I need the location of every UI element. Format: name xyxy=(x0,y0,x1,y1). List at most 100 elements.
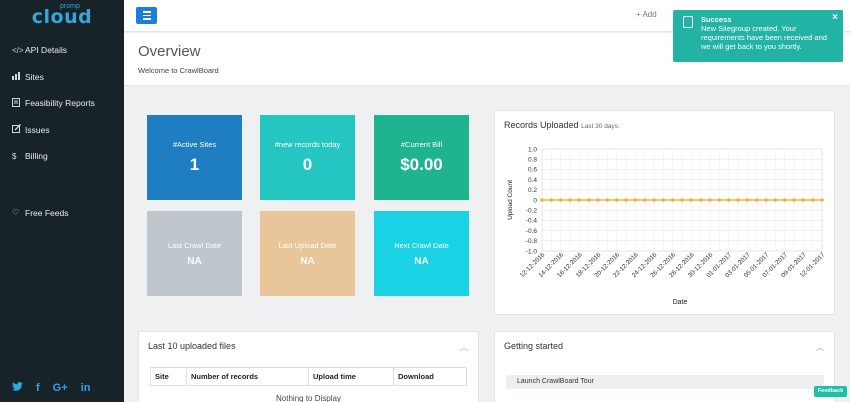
sidebar-item-free-feeds[interactable]: ♡ Free Feeds xyxy=(0,200,124,227)
card-value: NA xyxy=(300,255,315,267)
column-header: Site xyxy=(150,367,187,386)
launch-tour-link[interactable]: Launch CrawlBoard Tour xyxy=(506,375,824,389)
sidebar-item-label: API Details xyxy=(25,45,68,56)
panel-title: Records Uploaded Last 30 days. xyxy=(504,120,620,130)
clipboard-icon xyxy=(683,16,693,28)
data-point xyxy=(549,198,554,202)
page-title: Overview xyxy=(138,43,201,60)
toast-message: New Sitegroup created. Your requirements… xyxy=(701,24,827,51)
card-current-bill: #Current Bill $0.00 xyxy=(374,115,469,200)
records-chart: 1.00.80.60.40.20-0.2-0.4-0.6-0.8-1.012-1… xyxy=(507,146,827,306)
data-point xyxy=(540,198,544,202)
getting-started-title: Getting started xyxy=(504,341,564,351)
data-point xyxy=(614,198,619,202)
sidebar-item-billing[interactable]: $ Billing xyxy=(0,143,124,170)
success-toast: Success New Sitegroup created. Your requ… xyxy=(673,10,843,62)
card-last-crawl-date: Last Crawl Date NA xyxy=(147,211,242,296)
card-new-records: #new records today 0 xyxy=(260,115,355,200)
feedback-button[interactable]: Feedback xyxy=(814,386,847,397)
card-label: #Current Bill xyxy=(400,140,443,149)
sidebar-item-label: Feasibility Reports xyxy=(25,98,95,109)
files-panel: Last 10 uploaded files ︿ Site Number of … xyxy=(138,331,479,402)
logo[interactable]: promp cloud xyxy=(0,0,124,32)
records-subtitle: Last 30 days. xyxy=(581,123,620,130)
hamburger-icon-line xyxy=(142,14,151,17)
chevron-up-icon[interactable]: ︿ xyxy=(460,343,468,352)
menu-toggle-button[interactable] xyxy=(136,7,157,24)
data-point xyxy=(717,198,722,202)
data-point xyxy=(558,198,563,202)
toast-title: Success xyxy=(701,15,732,24)
sidebar-item-issues[interactable]: Issues xyxy=(0,117,124,144)
card-active-sites: #Active Sites 1 xyxy=(147,115,242,200)
data-point xyxy=(764,198,768,202)
data-point xyxy=(801,198,806,202)
card-value: NA xyxy=(187,255,202,267)
records-uploaded-panel: Records Uploaded Last 30 days. 1.0 0.8 0.6… xyxy=(494,110,835,315)
y-tick-label: 0.2 xyxy=(528,187,537,194)
data-point xyxy=(820,198,824,202)
data-point xyxy=(624,198,628,202)
y-axis-label: Upload Count xyxy=(507,180,514,220)
y-tick-label: -0.8 xyxy=(526,238,538,245)
dollar-icon: $ xyxy=(12,151,17,161)
chevron-up-icon[interactable]: ︿ xyxy=(816,343,824,352)
card-value: NA xyxy=(414,255,429,267)
logo-text: cloud xyxy=(31,6,93,28)
card-value: 1 xyxy=(189,155,200,174)
hamburger-icon xyxy=(142,11,151,13)
hamburger-icon-line xyxy=(142,18,151,20)
y-tick-label: 0.6 xyxy=(528,167,537,174)
sidebar-item-label: Sites xyxy=(25,71,44,82)
code-icon: </> xyxy=(12,45,24,55)
data-point xyxy=(773,198,778,202)
files-table: Site Number of records Upload time Downl… xyxy=(150,367,467,386)
social-links: f G+ in xyxy=(12,382,90,394)
records-title: Records Uploaded xyxy=(504,120,579,130)
sidebar-item-label: Billing xyxy=(25,151,48,162)
data-point xyxy=(792,198,796,202)
data-point xyxy=(605,198,610,202)
data-point xyxy=(680,198,684,202)
y-tick-label: 1.0 xyxy=(528,146,537,153)
card-value: $0.00 xyxy=(400,155,443,174)
data-point xyxy=(726,198,731,202)
add-link[interactable]: + Add xyxy=(636,10,657,19)
sidebar-item-label: Free Feeds xyxy=(25,207,69,218)
x-axis-label: Date xyxy=(673,299,688,306)
column-header: Number of records xyxy=(186,367,309,386)
card-label: Last Crawl Date xyxy=(167,240,222,250)
y-tick-label: -0.6 xyxy=(526,228,538,235)
empty-state: Nothing to Display xyxy=(276,394,341,402)
data-point xyxy=(661,198,666,202)
card-last-upload-date: Last Upload Date NA xyxy=(260,211,355,296)
y-tick-label: 0.8 xyxy=(528,157,537,164)
data-point xyxy=(642,198,647,202)
facebook-icon[interactable]: f xyxy=(36,382,40,394)
data-point xyxy=(736,198,740,202)
y-tick-label: 0.4 xyxy=(528,177,537,184)
data-point xyxy=(596,198,600,202)
data-point xyxy=(633,198,638,202)
close-icon[interactable]: × xyxy=(832,12,838,23)
sidebar-item-api-details[interactable]: </> API Details xyxy=(0,37,124,64)
data-point xyxy=(577,198,582,202)
logo-pre-text: promp xyxy=(60,3,80,10)
twitter-icon[interactable] xyxy=(12,382,23,394)
edit-icon xyxy=(12,124,25,135)
sidebar-item-feasibility-reports[interactable]: Feasibility Reports xyxy=(0,90,124,117)
sidebar-item-sites[interactable]: Sites xyxy=(0,64,124,91)
card-label: Next Crawl Date xyxy=(394,240,449,250)
google-plus-icon[interactable]: G+ xyxy=(52,382,68,394)
card-label: #Active Sites xyxy=(172,140,217,149)
card-label: #new records today xyxy=(274,140,341,149)
data-point xyxy=(652,198,656,202)
linkedin-icon[interactable]: in xyxy=(80,382,91,394)
data-point xyxy=(689,198,694,202)
data-point xyxy=(708,198,712,202)
column-header: Upload time xyxy=(308,367,394,386)
card-next-crawl-date: Next Crawl Date NA xyxy=(374,211,469,296)
table-header-row: Site Number of records Upload time Downl… xyxy=(150,367,467,386)
data-point xyxy=(754,198,759,202)
card-value: 0 xyxy=(302,155,313,174)
